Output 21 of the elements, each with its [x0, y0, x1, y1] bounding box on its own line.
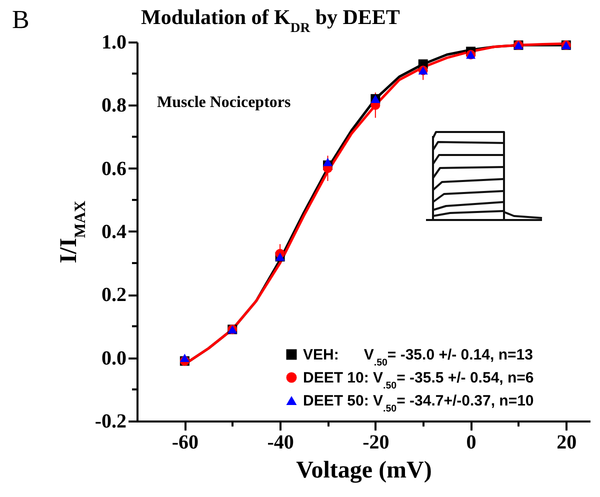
x-tick-label: -40: [267, 432, 294, 454]
x-tick-label: -20: [362, 432, 390, 454]
x-tick-label: -60: [172, 432, 199, 454]
point: [180, 354, 190, 362]
annotation: Muscle Nociceptors: [157, 94, 291, 111]
legend-label: DEET 10: V$_{.50}$= -35.5 +/- 0.54, n=6: [303, 370, 534, 391]
x-axis-title: Voltage (mV): [296, 458, 432, 484]
x-tick-label: 20: [556, 432, 577, 454]
legend-label: VEH: V$_{.50}$= -35.0 +/- 0.14, n=13: [303, 346, 533, 368]
x-tick-label: 0: [466, 432, 476, 454]
y-tick-label: 0.2: [102, 284, 126, 306]
text: B: [12, 5, 30, 34]
y-tick-label: 0.8: [102, 94, 126, 117]
chart-title: Modulation of K$_{DR}$ by DEET: [141, 5, 400, 34]
legend-label: DEET 50: V$_{.50}$= -34.7+/-0.37, n=10: [303, 392, 534, 414]
y-tick-label: 1.0: [102, 32, 126, 54]
y-tick-label: 0.6: [102, 158, 126, 180]
y-tick-label: -0.2: [94, 410, 126, 432]
point: [322, 158, 332, 166]
y-tick-label: 0.4: [102, 221, 126, 243]
y-tick-label: 0.0: [102, 347, 126, 370]
